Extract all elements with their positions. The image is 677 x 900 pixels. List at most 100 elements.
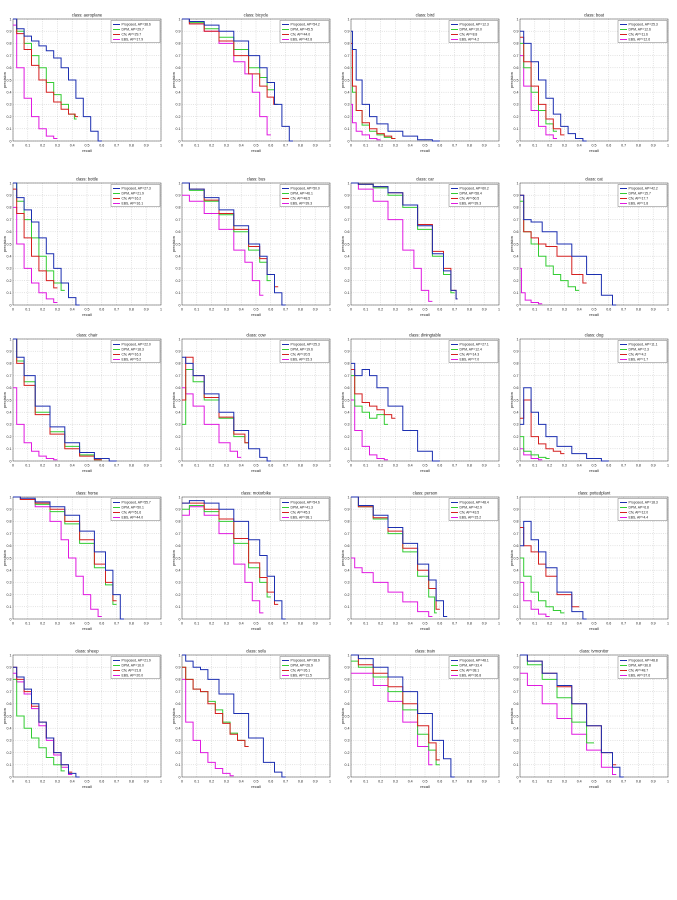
y-tick-label: 0.1 — [7, 291, 12, 295]
pr-chart-panel: 0 0 0.1 0.1 0.2 0.2 0.3 0.3 0.4 0.4 0.5 0.5 0.6 0.6 0.… — [507, 6, 676, 161]
y-tick-label: 0.7 — [514, 54, 519, 58]
y-tick-label: 1 — [10, 17, 12, 21]
y-axis-label: precision — [340, 550, 345, 566]
x-tick-label: 1 — [498, 464, 500, 468]
x-tick-label: 0.1 — [25, 308, 30, 312]
x-tick-label: 0.1 — [194, 144, 199, 148]
x-tick-label: 0.8 — [129, 308, 134, 312]
legend-box — [448, 20, 499, 43]
series-line — [351, 672, 433, 766]
chart-title: class: bird — [416, 13, 436, 18]
y-tick-label: 0 — [179, 775, 181, 779]
y-tick-label: 0.3 — [7, 423, 12, 427]
y-tick-label: 0.6 — [7, 386, 12, 390]
y-tick-label: 0.3 — [514, 267, 519, 271]
y-tick-label: 0.3 — [176, 423, 181, 427]
y-tick-label: 1 — [10, 337, 12, 341]
legend-box — [110, 184, 161, 207]
y-tick-label: 0.2 — [345, 751, 350, 755]
x-tick-label: 0.4 — [239, 622, 244, 626]
y-tick-label: 1 — [517, 495, 519, 499]
series-line — [351, 182, 458, 300]
series-line — [13, 666, 80, 778]
series-line — [351, 362, 440, 462]
series-line — [351, 369, 396, 419]
legend-box — [279, 340, 330, 363]
x-tick-label: 1 — [498, 144, 500, 148]
legend-entry: CN, AP=51.6 — [122, 511, 142, 515]
y-tick-label: 0.2 — [7, 751, 12, 755]
y-tick-label: 1 — [348, 653, 350, 657]
x-tick-label: 0.7 — [114, 622, 119, 626]
legend-entry: Proposed, AP=22.0 — [122, 343, 151, 347]
legend-entry: Proposed, AP=38.9 — [291, 659, 320, 663]
series-line — [13, 678, 65, 772]
y-tick-label: 0.4 — [7, 255, 12, 259]
x-tick-label: 0.5 — [592, 144, 597, 148]
legend-entry: DPM, AP=2.3 — [629, 348, 650, 352]
legend-entry: EBS, AP=39.3 — [291, 202, 313, 206]
y-tick-label: 0.2 — [176, 115, 181, 119]
y-tick-label: 1 — [348, 181, 350, 185]
y-tick-label: 0.3 — [176, 267, 181, 271]
y-tick-label: 0.1 — [345, 447, 350, 451]
series-line — [520, 654, 594, 744]
y-tick-label: 0.5 — [514, 398, 519, 402]
y-tick-label: 0.2 — [514, 115, 519, 119]
x-tick-label: 0 — [519, 144, 521, 148]
x-tick-label: 0.4 — [408, 464, 413, 468]
x-tick-label: 0.1 — [25, 144, 30, 148]
x-tick-label: 0.7 — [621, 780, 626, 784]
pr-chart: 00 0.1 0.1 0.2 0.2 0.3 0.3 0.4 0.4 0.5 0.5 0.6 0.6 0.… — [340, 13, 500, 154]
pr-chart-panel: 0 0 0.1 0.1 0.2 0.2 0.3 0.3 0.4 0.4 0.5 0.5 0.6 0.6 0.… — [338, 6, 507, 161]
y-tick-label: 0.7 — [345, 532, 350, 536]
x-tick-label: 1 — [329, 622, 331, 626]
y-tick-label: 0.1 — [176, 763, 181, 767]
y-tick-label: 1 — [348, 495, 350, 499]
x-tick-label: 0.1 — [25, 622, 30, 626]
y-tick-label: 0.3 — [345, 739, 350, 743]
pr-chart-panel: 0 0 0.1 0.1 0.2 0.2 0.3 0.3 0.4 0.4 0.5 0.5 0.6 0.6 0.… — [507, 642, 676, 797]
y-tick-label: 0.5 — [7, 714, 12, 718]
x-axis-label: recall — [589, 468, 599, 473]
y-tick-label: 0.2 — [7, 279, 12, 283]
x-tick-label: 0.9 — [144, 780, 149, 784]
x-tick-label: 0.7 — [283, 144, 288, 148]
legend-entry: DPM, AP=42.9 — [460, 506, 482, 510]
y-tick-label: 0.4 — [514, 727, 519, 731]
y-tick-label: 1 — [179, 653, 181, 657]
y-axis-label: precision — [340, 72, 345, 88]
x-tick-label: 0.5 — [592, 308, 597, 312]
x-tick-label: 0.6 — [268, 308, 273, 312]
y-tick-label: 0.8 — [514, 362, 519, 366]
y-tick-label: 0.4 — [514, 569, 519, 573]
x-tick-label: 0.2 — [40, 622, 45, 626]
y-tick-label: 0.4 — [7, 727, 12, 731]
x-tick-label: 0.2 — [547, 308, 552, 312]
x-tick-label: 0 — [350, 144, 352, 148]
pr-chart: 00 0.1 0.1 0.2 0.2 0.3 0.3 0.4 0.4 0.5 0.5 0.6 0.6 0.… — [509, 649, 669, 790]
chart-title: class: chair — [77, 333, 99, 338]
y-axis-label: precision — [171, 72, 176, 88]
x-tick-label: 0.4 — [577, 464, 582, 468]
x-tick-label: 0.9 — [313, 464, 318, 468]
y-tick-label: 0.5 — [176, 78, 181, 82]
x-tick-label: 0 — [350, 464, 352, 468]
x-tick-label: 1 — [160, 622, 162, 626]
x-axis-label: recall — [251, 784, 261, 789]
series-line — [13, 338, 117, 462]
y-tick-label: 0.6 — [345, 386, 350, 390]
y-tick-label: 0.1 — [345, 763, 350, 767]
y-tick-label: 0.1 — [514, 127, 519, 131]
x-tick-label: 0.5 — [254, 622, 259, 626]
x-tick-label: 0.8 — [467, 780, 472, 784]
x-tick-label: 0.7 — [114, 780, 119, 784]
x-tick-label: 0.9 — [313, 780, 318, 784]
y-tick-label: 0.6 — [514, 544, 519, 548]
x-tick-label: 0.8 — [636, 464, 641, 468]
y-tick-label: 0.4 — [514, 91, 519, 95]
x-tick-label: 0.6 — [99, 464, 104, 468]
x-tick-label: 0.9 — [144, 144, 149, 148]
legend-box — [110, 498, 161, 521]
y-tick-label: 0.8 — [7, 42, 12, 46]
